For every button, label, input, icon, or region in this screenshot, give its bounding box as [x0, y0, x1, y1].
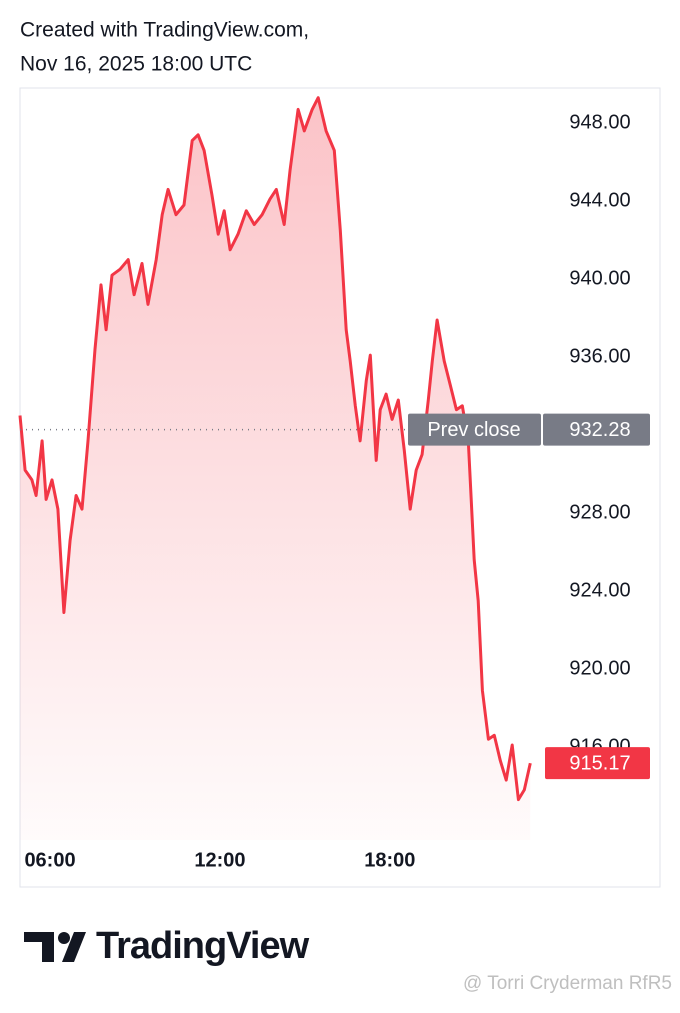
x-tick-label: 06:00: [24, 849, 75, 871]
y-tick-label: 928.00: [569, 501, 630, 523]
prev-close-value-box: [543, 413, 650, 446]
header-line: Created with TradingView.com,: [20, 19, 309, 42]
brand-name: TradingView: [96, 925, 310, 967]
last-price-box: [545, 747, 650, 780]
y-tick-label: 920.00: [569, 657, 630, 679]
last-price-label: 915.17: [569, 752, 630, 774]
area-fill: [20, 97, 531, 840]
prev-close-label: Prev close: [427, 419, 520, 441]
prev-close-value: 932.28: [569, 419, 630, 441]
price-line: [18, 96, 532, 802]
prev-close-box: [408, 413, 541, 446]
y-tick-label: 944.00: [569, 189, 630, 211]
y-tick-label: 924.00: [569, 579, 630, 601]
header-line: Nov 16, 2025 18:00 UTC: [20, 53, 252, 76]
y-tick-label: 948.00: [569, 111, 630, 133]
brand-logo: [24, 932, 86, 962]
watermark: @ Torri Cryderman RfR5: [463, 973, 672, 994]
plot: 916.00920.00924.00928.00932.00936.00940.…: [18, 96, 650, 871]
x-tick-label: 18:00: [364, 849, 415, 871]
y-tick-label: 936.00: [569, 345, 630, 367]
y-tick-label: 940.00: [569, 267, 630, 289]
x-tick-label: 12:00: [194, 849, 245, 871]
